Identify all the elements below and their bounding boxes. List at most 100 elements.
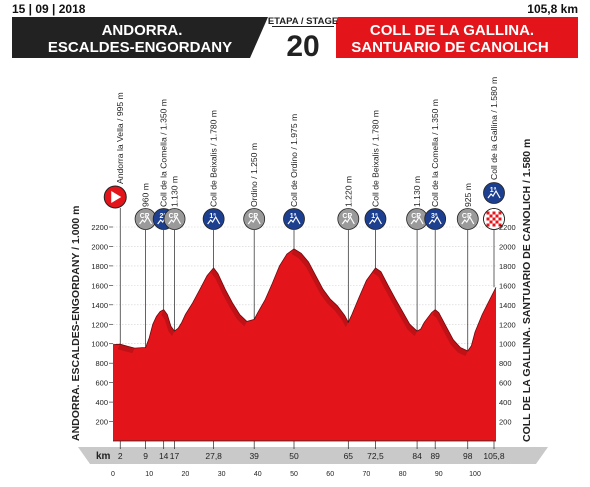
- km-bar: [78, 447, 548, 464]
- x-tick-label: 0: [111, 471, 115, 478]
- y-tick-label-left: 1400: [91, 301, 108, 310]
- svg-text:CP: CP: [140, 213, 150, 220]
- y-tick-label-left: 1600: [91, 281, 108, 290]
- finish-flag-icon: [483, 208, 505, 230]
- descent-shade: [168, 326, 175, 337]
- waypoint-label: Coll de la Comella / 1.350 m: [430, 99, 440, 207]
- descent-shade: [298, 253, 309, 267]
- y-tick-label-left: 2000: [91, 242, 108, 251]
- climb-cat-icon: 1ª: [283, 208, 305, 230]
- waypoint-label: Coll de Beixalis / 1.780 m: [370, 110, 380, 207]
- waypoint-label: Coll de la Comella / 1.350 m: [159, 99, 169, 207]
- svg-text:CP: CP: [169, 213, 179, 220]
- climb-cat-icon: 1ª: [483, 182, 505, 204]
- y-tick-label-left: 200: [95, 418, 108, 427]
- km-bar-labels: 2 9 14 17 27,8 39 50 65 72,5 84 89 98 105,8: [118, 441, 505, 461]
- km-marker-label: 89: [430, 451, 440, 461]
- svg-text:CP: CP: [342, 213, 352, 220]
- descent-shade: [222, 289, 233, 308]
- start-title-line1: ANDORRA.: [102, 22, 183, 39]
- elevation-profile: [113, 248, 496, 441]
- descent-shade: [313, 275, 323, 295]
- km-marker-label: 65: [344, 451, 354, 461]
- descent-shade: [125, 346, 135, 354]
- y-tick-label-left: 800: [95, 359, 108, 368]
- x-tick-label: 10: [145, 471, 153, 478]
- y-tick-label-left: 1000: [91, 340, 108, 349]
- x-tick-label: 40: [254, 471, 262, 478]
- svg-text:1ª: 1ª: [290, 213, 297, 220]
- x-tick-label: 90: [435, 471, 443, 478]
- km-marker-label: 72,5: [367, 451, 384, 461]
- climb-cat-icon: 1ª: [364, 208, 387, 230]
- x-tick-label: 50: [290, 471, 298, 478]
- x-tick-label: 30: [218, 471, 226, 478]
- svg-text:CP: CP: [411, 213, 421, 220]
- waypoint-label: 1.130 m: [412, 176, 422, 207]
- waypoint-label: 960 m: [141, 183, 151, 207]
- waypoint-label: Andorra la Vella / 995 m: [115, 92, 125, 184]
- y-tick-label-left: 2200: [91, 223, 108, 232]
- sprint-icon: CP: [243, 208, 266, 230]
- y-tick-label-right: 400: [499, 398, 512, 407]
- km-marker-label: 105,8: [483, 451, 505, 461]
- km-marker-label: 2: [118, 451, 123, 461]
- km-marker-label: 98: [463, 451, 473, 461]
- descent-shade: [407, 324, 418, 337]
- waypoint-markers: Andorra la Vella / 995 m CP 960 m 2ª Coll de…: [103, 77, 505, 352]
- y-tick-label-right: 600: [499, 379, 512, 388]
- descent-shade: [215, 273, 226, 295]
- km-marker-label: 9: [143, 451, 148, 461]
- descent-shade: [161, 309, 168, 320]
- descent-shade: [117, 344, 128, 352]
- left-side-label: ANDORRA. ESCALDES-ENGORDANY / 1.000 m: [70, 205, 82, 441]
- y-tick-label-right: 1800: [499, 262, 516, 271]
- descent-shade: [291, 248, 302, 259]
- profile-area: [112, 248, 497, 441]
- waypoint-label: Coll de la Gallina / 1.580 m: [489, 77, 499, 180]
- climb-cat-icon: 1ª: [202, 208, 225, 230]
- y-tick-label-left: 400: [95, 398, 108, 407]
- descent-shade: [373, 267, 381, 277]
- y-tick-label-right: 1600: [499, 281, 516, 290]
- y-tick-label-right: 2000: [499, 242, 516, 251]
- y-tick-label-right: 800: [499, 359, 512, 368]
- descent-shade: [320, 289, 331, 304]
- x-tick-label: 20: [182, 471, 190, 478]
- stage-label: ETAPA / STAGE: [268, 16, 338, 27]
- km-marker-label: 84: [412, 451, 422, 461]
- descent-shade: [334, 305, 345, 321]
- svg-text:3ª: 3ª: [431, 213, 438, 220]
- finish-title-line1: COLL DE LA GALLINA.: [370, 22, 534, 39]
- km-marker-label: 50: [289, 451, 299, 461]
- descent-shade: [400, 311, 410, 330]
- waypoint-label: 1.220 m: [343, 176, 353, 207]
- y-tick-label-right: 1200: [499, 320, 516, 329]
- svg-text:CP: CP: [248, 213, 258, 220]
- descent-shade: [230, 302, 240, 320]
- profile-outline: [112, 248, 497, 352]
- descent-shade: [164, 314, 171, 332]
- climb-cat-icon: 3ª: [424, 208, 447, 230]
- x-tick-label: 70: [363, 471, 371, 478]
- start-panel: [12, 17, 268, 58]
- y-tick-label-right: 200: [499, 418, 512, 427]
- y-tick-label-right: 1000: [499, 340, 516, 349]
- km-marker-label: 14: [159, 451, 169, 461]
- km-marker-label: 17: [170, 451, 180, 461]
- svg-text:2ª: 2ª: [159, 213, 166, 220]
- x-tick-label: 100: [469, 471, 481, 478]
- svg-text:1ª: 1ª: [371, 213, 378, 220]
- sprint-icon: CP: [337, 208, 360, 230]
- y-tick-label-right: 2200: [499, 223, 516, 232]
- descent-shade: [458, 347, 468, 356]
- descent-shade: [443, 326, 454, 345]
- stage-number-panel: [270, 12, 336, 64]
- descent-shade: [306, 262, 316, 281]
- waypoint-label: Coll de Beixalis / 1.780 m: [209, 110, 219, 207]
- finish-panel: [320, 17, 578, 58]
- km-label: km: [96, 451, 111, 462]
- svg-text:1ª: 1ª: [209, 213, 216, 220]
- stage-date: 15 | 09 | 2018: [12, 2, 86, 16]
